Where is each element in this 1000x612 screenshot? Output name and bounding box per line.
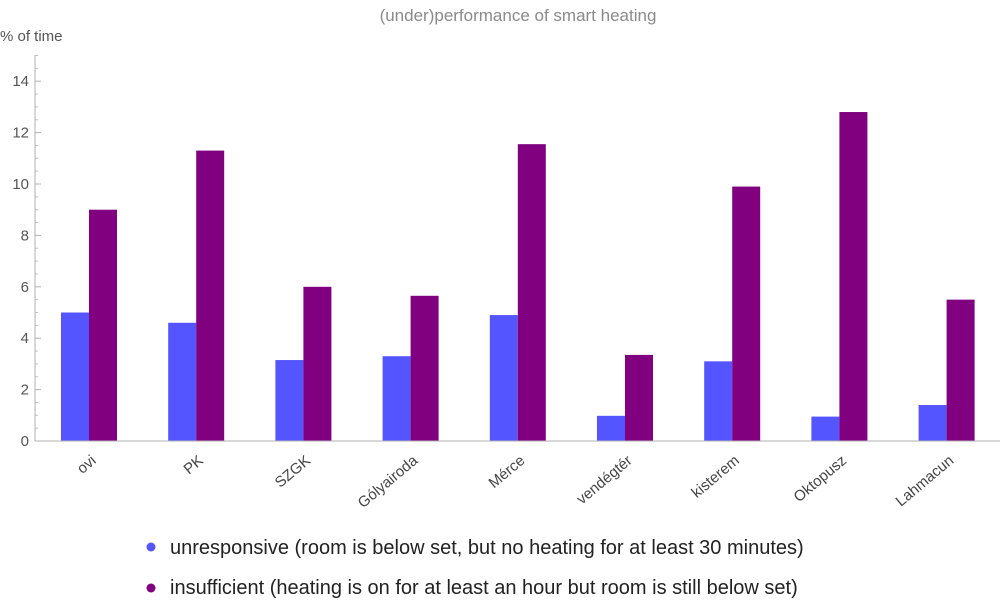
bar-insufficient [839,112,868,441]
bar-unresponsive [61,312,89,441]
legend: unresponsive (room is below set, but no … [146,537,804,599]
y-tick-label: 6 [21,279,29,296]
x-tick-label: PK [181,452,207,478]
chart-title: (under)performance of smart heating [380,6,657,25]
x-axis-labels: ovi PK SZGK Gólyairoda Mérce vendégtér kistere… [74,452,957,512]
x-tick-label: SZGK [272,452,314,491]
legend-label-insufficient: insufficient (heating is on for at least… [170,577,798,599]
y-tick-label: 4 [21,330,29,347]
y-tick-label: 14 [12,73,29,90]
y-axis-label: % of time [0,28,63,45]
y-tick-label: 12 [12,125,29,142]
bar-unresponsive [489,315,518,441]
x-tick-label: Lahmacun [893,452,958,510]
y-axis: 0 2 4 6 8 10 12 14 [12,55,41,450]
bar-unresponsive [704,361,733,441]
legend-marker-unresponsive [146,542,156,552]
bar-unresponsive [275,360,304,441]
x-tick-label: Oktopusz [790,452,849,506]
bar-insufficient [410,295,439,441]
bar-insufficient [89,209,117,441]
bar-unresponsive [597,415,625,441]
bar-unresponsive [811,416,840,441]
bar-insufficient [732,186,761,441]
y-tick-label: 0 [21,433,29,450]
legend-marker-insufficient [146,583,156,593]
y-tick-label: 10 [12,176,29,193]
y-tick-label: 2 [21,382,29,399]
bar-unresponsive [382,356,411,441]
bar-insufficient [946,299,975,441]
bar-insufficient [196,150,225,441]
bar-insufficient [517,144,546,442]
x-tick-label: Mérce [486,452,529,492]
bar-unresponsive [918,405,947,441]
y-tick-label: 8 [21,227,29,244]
bars-group [61,112,975,442]
x-tick-label: Gólyairoda [355,452,422,512]
x-tick-label: vendégtér [574,452,636,508]
bar-unresponsive [168,322,197,441]
x-tick-label: kisterem [688,452,742,501]
legend-label-unresponsive: unresponsive (room is below set, but no … [170,537,804,559]
bar-insufficient [303,286,332,441]
bar-insufficient [625,354,653,441]
x-tick-label: ovi [74,452,100,477]
